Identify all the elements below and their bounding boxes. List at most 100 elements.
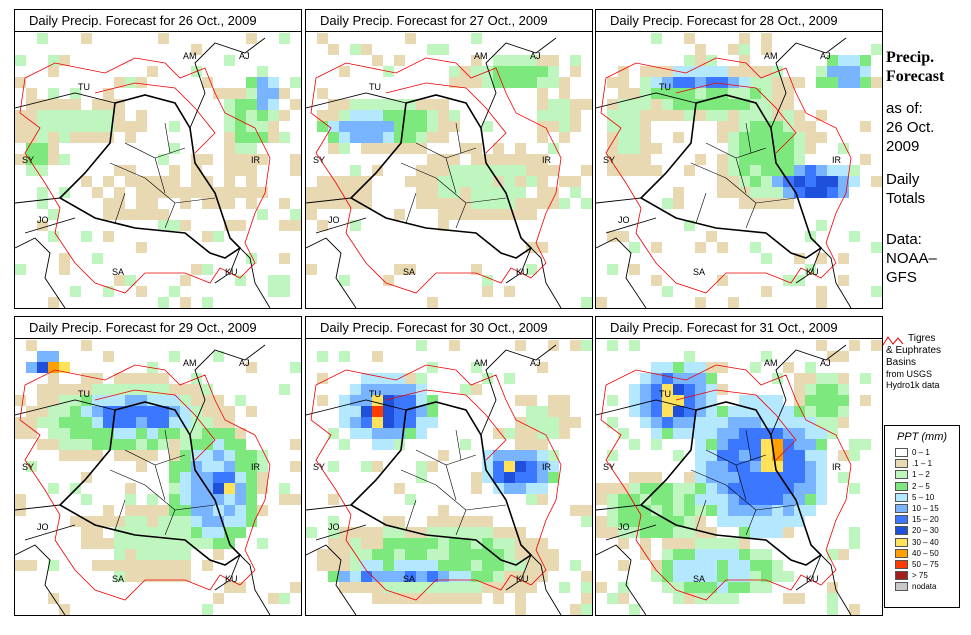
precip-cell — [673, 384, 684, 395]
precip-cell — [607, 593, 618, 604]
precip-cell — [504, 450, 515, 461]
precip-cell — [158, 527, 169, 538]
precip-cell — [169, 560, 180, 571]
precip-cell — [695, 439, 706, 450]
precip-cell — [570, 340, 581, 351]
precip-cell — [706, 88, 717, 99]
precip-cell — [114, 571, 125, 582]
precip-cell — [838, 187, 849, 198]
precip-cell — [125, 505, 136, 516]
precip-cell — [629, 88, 640, 99]
precip-cell — [257, 88, 268, 99]
precip-cell — [438, 450, 449, 461]
precip-cell — [169, 417, 180, 428]
precip-cell — [306, 187, 317, 198]
precip-cell — [750, 143, 761, 154]
precip-cell — [257, 187, 268, 198]
precip-cell — [673, 538, 684, 549]
precip-cell — [607, 231, 618, 242]
precip-cell — [169, 428, 180, 439]
precip-cell — [114, 549, 125, 560]
precip-cell — [460, 516, 471, 527]
precip-cell — [640, 417, 651, 428]
precip-cell — [684, 99, 695, 110]
precip-cell — [739, 198, 750, 209]
basin-line: Basins — [886, 357, 917, 368]
legend-swatch — [895, 537, 908, 547]
precip-cell — [70, 417, 81, 428]
precip-cell — [805, 483, 816, 494]
basin-outline — [675, 389, 797, 461]
precip-cell — [361, 44, 372, 55]
precip-cell — [596, 582, 607, 593]
precip-cell — [482, 286, 493, 297]
precip-cell — [103, 351, 114, 362]
panel-title: Daily Precip. Forecast for 30 Oct., 2009 — [306, 317, 592, 339]
precip-cell — [427, 176, 438, 187]
precip-cell — [838, 55, 849, 66]
precip-cell — [328, 538, 339, 549]
precip-cell — [191, 165, 202, 176]
precip-cell — [504, 483, 515, 494]
precip-cell — [739, 33, 750, 44]
precip-cell — [147, 198, 158, 209]
precip-cell — [471, 143, 482, 154]
precip-cell — [651, 362, 662, 373]
precip-cell — [728, 450, 739, 461]
basin-outline — [310, 57, 562, 294]
precip-cell — [350, 571, 361, 582]
precip-cell — [526, 428, 537, 439]
precip-cell — [739, 472, 750, 483]
precip-cell — [706, 461, 717, 472]
precip-cell — [405, 538, 416, 549]
precip-cell — [695, 417, 706, 428]
basin-outline — [385, 82, 507, 154]
precip-cell — [339, 132, 350, 143]
precip-cell — [629, 242, 640, 253]
country-label: JO — [328, 215, 340, 225]
precip-cell — [48, 483, 59, 494]
precip-cell — [405, 428, 416, 439]
precip-cell — [169, 351, 180, 362]
precip-cell — [706, 527, 717, 538]
precip-cell — [103, 505, 114, 516]
precip-cell — [717, 483, 728, 494]
precip-cell — [860, 121, 871, 132]
precip-cell — [339, 121, 350, 132]
country-label: TU — [369, 389, 381, 399]
precip-cell — [706, 66, 717, 77]
precip-cell — [504, 66, 515, 77]
precip-cell — [728, 143, 739, 154]
basin-line: Hydro1k data — [886, 380, 940, 390]
precip-cell — [816, 373, 827, 384]
precip-cell — [328, 516, 339, 527]
precip-cell — [136, 450, 147, 461]
country-label: KU — [225, 267, 238, 277]
precip-cell — [224, 582, 235, 593]
precip-cell — [213, 406, 224, 417]
precip-cell — [224, 99, 235, 110]
precip-cell — [684, 505, 695, 516]
precip-cell — [816, 187, 827, 198]
precip-cell — [339, 198, 350, 209]
country-label: AM — [474, 358, 488, 368]
precip-cell — [26, 110, 37, 121]
country-label: KU — [516, 574, 529, 584]
precip-cell — [482, 121, 493, 132]
precip-cell — [772, 143, 783, 154]
precip-cell — [427, 406, 438, 417]
precip-cell — [471, 77, 482, 88]
precip-cell — [739, 395, 750, 406]
precip-cell — [673, 560, 684, 571]
precip-cell — [581, 505, 592, 516]
precip-cell — [816, 176, 827, 187]
precip-cell — [59, 406, 70, 417]
precip-cell — [548, 560, 559, 571]
country-label: JO — [618, 522, 630, 532]
precip-cell — [246, 165, 257, 176]
precip-cell — [136, 176, 147, 187]
border-line — [15, 544, 66, 615]
precip-cell — [328, 176, 339, 187]
precip-cell — [449, 165, 460, 176]
precip-cell — [246, 253, 257, 264]
